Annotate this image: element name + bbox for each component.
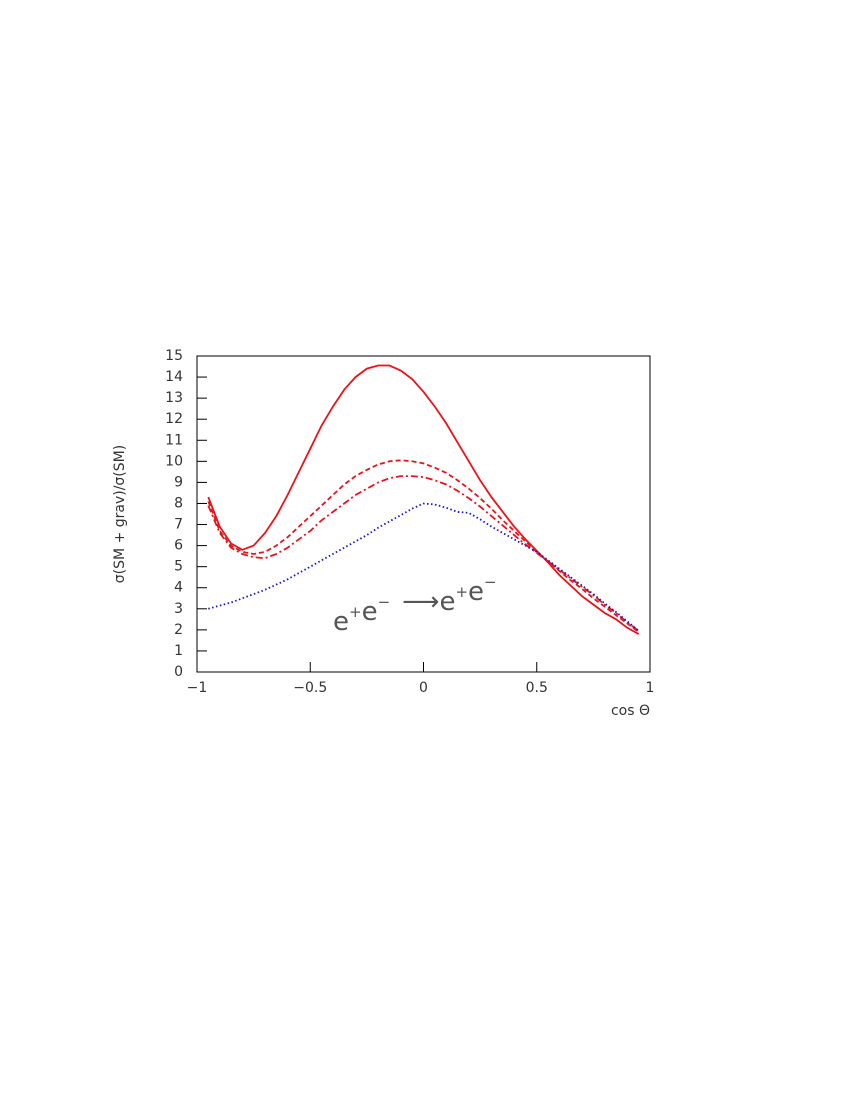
- y-tick-label: 4: [174, 580, 183, 596]
- charge: +: [455, 583, 468, 601]
- annotation: e+e− ⟶e+e−: [333, 573, 497, 637]
- charge: −: [484, 573, 497, 591]
- x-tick-label: 1: [646, 680, 655, 696]
- y-tick-label: 10: [165, 453, 183, 469]
- y-tick-label: 5: [174, 559, 183, 575]
- x-tick-label: −1: [187, 680, 208, 696]
- y-tick-label: 3: [174, 601, 183, 617]
- series-line: [207, 364, 640, 635]
- x-tick-label: 0: [419, 680, 428, 696]
- y-tick-label: 1: [174, 643, 183, 659]
- series-line: [208, 502, 640, 632]
- x-tick-label: 0.5: [526, 680, 548, 696]
- particle: e: [468, 577, 484, 607]
- series-line: [207, 459, 640, 633]
- reaction: e+e− ⟶e+e−: [333, 573, 497, 637]
- particle: e: [439, 587, 455, 617]
- x-tick-label: −0.5: [293, 680, 327, 696]
- x-axis-label: cos Θ: [611, 703, 650, 719]
- y-tick-label: 14: [165, 369, 183, 385]
- charge: −: [378, 593, 391, 611]
- particle: e: [362, 597, 378, 627]
- y-tick-label: 13: [165, 390, 183, 406]
- y-tick-label: 0: [174, 664, 183, 680]
- y-tick-label: 8: [174, 495, 183, 511]
- particle: e: [333, 607, 349, 637]
- y-tick-label: 15: [165, 348, 183, 364]
- y-axis-label: σ(SM + grav)/σ(SM): [112, 445, 128, 583]
- y-tick-label: 12: [165, 411, 183, 427]
- y-tick-label: 7: [174, 517, 183, 533]
- plot-frame: [196, 355, 651, 673]
- arrow: ⟶: [402, 587, 439, 617]
- charge: +: [349, 603, 362, 621]
- y-tick-label: 6: [174, 538, 183, 554]
- series-line: [207, 475, 640, 632]
- y-tick-label: 11: [165, 432, 183, 448]
- y-tick-label: 9: [174, 474, 183, 490]
- y-tick-label: 2: [174, 622, 183, 638]
